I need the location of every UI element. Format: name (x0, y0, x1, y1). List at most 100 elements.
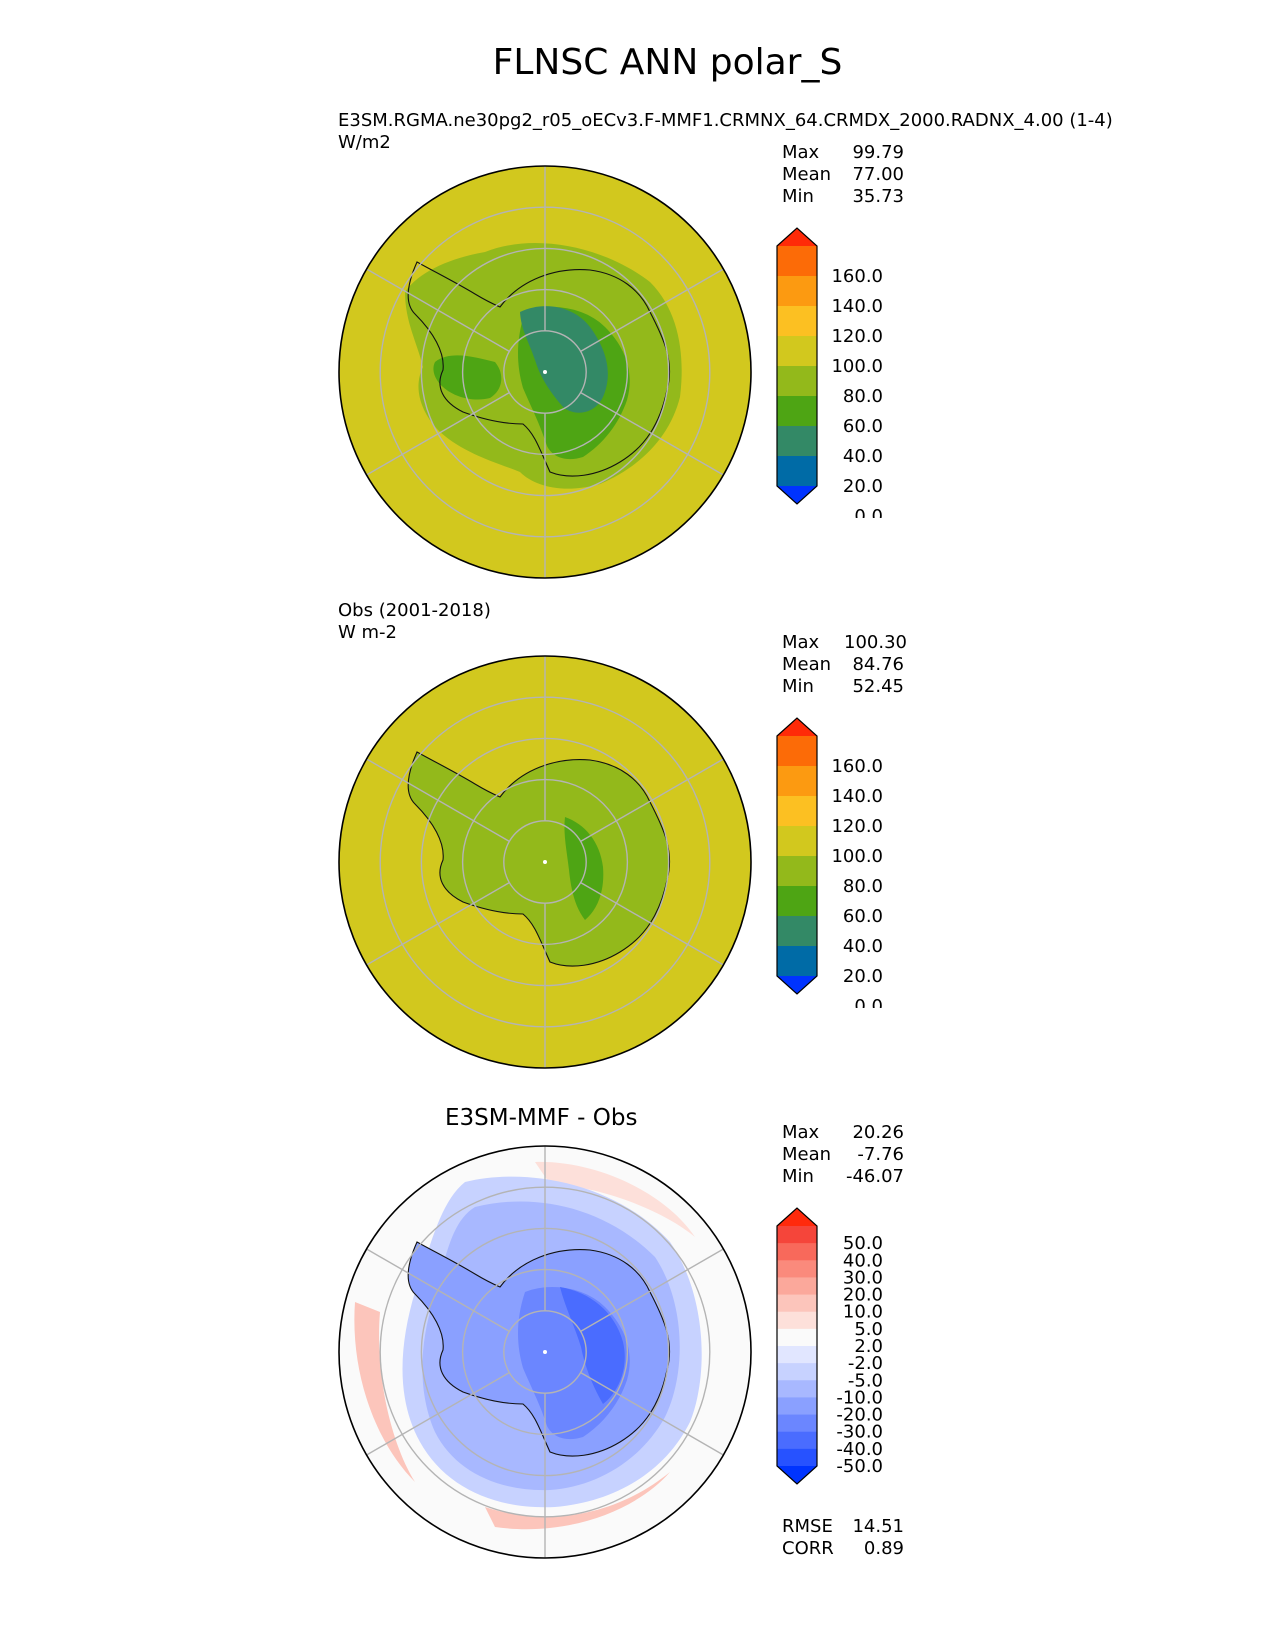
latitude-ring (503, 1310, 587, 1394)
negative-band-40 (560, 1287, 625, 1404)
positive-band-south (485, 1472, 670, 1530)
colorbar-test: 160.0 140.0 120.0 100.0 80.0 60.0 40.0 20.0 0.0 (776, 227, 883, 518)
land-band-40 (520, 306, 608, 413)
colorbar-extend-min (777, 976, 817, 994)
stat-max-label: Max (782, 1122, 820, 1143)
colorbar-obs: 160.0 140.0 120.0 100.0 80.0 60.0 40.0 20.0 0.0 (776, 717, 883, 1008)
colorbar-tick-label: 100.0 (831, 846, 883, 867)
colorbar-tick-label: 140.0 (831, 296, 883, 317)
coastline (407, 261, 671, 477)
colorbar-bin (777, 1363, 817, 1381)
colorbar-tick-label: 2.0 (854, 1336, 883, 1357)
colorbar-tick-label: 80.0 (843, 386, 883, 407)
meridian-line (580, 1248, 724, 1333)
colorbar-bin (777, 796, 817, 827)
coastline (407, 1241, 671, 1457)
colorbar-outline (776, 1207, 818, 1485)
colorbar-bin (777, 736, 817, 767)
colorbar-bin (777, 886, 817, 917)
colorbar-bin (777, 826, 817, 857)
stat-max-label: Max (782, 142, 820, 163)
colorbar-extend-min (777, 486, 817, 504)
colorbar-outline (776, 227, 818, 505)
stat-mean-label: Mean (782, 1144, 832, 1165)
colorbar-bin (777, 336, 817, 367)
meridian-line (580, 758, 724, 843)
meridian-line (366, 758, 510, 843)
positive-band-north (535, 1161, 695, 1237)
colorbar-bin (777, 1414, 817, 1433)
colorbar-bin (777, 1431, 817, 1450)
colorbar-bin (777, 916, 817, 947)
panel1-title: E3SM.RGMA.ne30pg2_r05_oECv3.F-MMF1.CRMNX… (338, 110, 1113, 131)
page-title: FLNSC ANN polar_S (492, 42, 843, 83)
meridian-line (366, 881, 510, 966)
colorbar-bin (777, 1311, 817, 1330)
land-band-60-west (433, 355, 502, 400)
colorbar-bin (777, 456, 817, 487)
polar-map-test (338, 165, 752, 579)
colorbar-tick-label: -50.0 (836, 1456, 883, 1477)
coastline (407, 751, 671, 967)
meridian-line (366, 1371, 510, 1456)
stat-min-value: -46.07 (845, 1166, 904, 1187)
stat-rmse-label: RMSE (782, 1516, 833, 1537)
colorbar-tick-label: 100.0 (831, 356, 883, 377)
colorbar-tick-label: 20.0 (843, 1285, 883, 1306)
colorbar-tick-label: 160.0 (831, 266, 883, 287)
meridian-line (580, 881, 724, 966)
colorbar-bin (777, 1448, 817, 1467)
colorbar-bin (777, 1243, 817, 1261)
colorbar-extend-min (777, 1466, 817, 1484)
colorbar-tick-label: 60.0 (843, 906, 883, 927)
colorbar-tick-label: 0.0 (854, 506, 883, 518)
pole-marker (543, 1350, 547, 1354)
stat-max-value: 100.30 (844, 632, 907, 653)
colorbar-tick-label: -5.0 (848, 1370, 883, 1391)
colorbar-bin (777, 396, 817, 427)
colorbar-bin (777, 426, 817, 457)
meridian-line (580, 268, 724, 353)
colorbar-tick-label: 60.0 (843, 416, 883, 437)
panel2-stats: Max 100.30 Mean 84.76 Min 52.45 (782, 632, 907, 698)
colorbar-tick-label: 30.0 (843, 1267, 883, 1288)
stat-mean-label: Mean (782, 164, 832, 185)
map-boundary (338, 1145, 752, 1559)
colorbar-bin (777, 1226, 817, 1244)
colorbar-bin (777, 1346, 817, 1364)
colorbar-extend-max (777, 228, 817, 246)
meridian-line (366, 391, 510, 476)
colorbar-tick-label: 160.0 (831, 756, 883, 777)
colorbar-bin (777, 276, 817, 307)
colorbar-tick-label: 0.0 (854, 996, 883, 1008)
stat-min-value: 35.73 (852, 186, 904, 207)
colorbar-tick-label: 5.0 (854, 1319, 883, 1340)
colorbar-bin (777, 1294, 817, 1313)
polar-map-diff (338, 1145, 752, 1559)
colorbar-tick-label: -2.0 (848, 1353, 883, 1374)
panel2-units: W m-2 (338, 622, 398, 643)
colorbar-bin (777, 366, 817, 397)
colorbar-tick-label: 120.0 (831, 816, 883, 837)
colorbar-bin (777, 856, 817, 887)
panel3-extra-stats: RMSE 14.51 CORR 0.89 (782, 1516, 904, 1560)
pole-marker (543, 370, 547, 374)
colorbar-tick-label: 50.0 (843, 1233, 883, 1254)
meridian-line (366, 268, 510, 353)
colorbar-outline (776, 717, 818, 995)
positive-band-west (354, 1302, 415, 1482)
colorbar-tick-label: 40.0 (843, 1250, 883, 1271)
panel1-units: W/m2 (338, 132, 391, 153)
map-boundary (338, 165, 752, 579)
colorbar-extend-max (777, 1208, 817, 1226)
colorbar-bin (777, 246, 817, 277)
colorbar-tick-label: 120.0 (831, 326, 883, 347)
colorbar-bin (777, 1260, 817, 1278)
panel3-title: E3SM-MMF - Obs (445, 1105, 638, 1131)
meridian-line (580, 1371, 724, 1456)
stat-rmse-value: 14.51 (852, 1516, 904, 1537)
colorbar-bin (777, 1397, 817, 1416)
meridian-line (366, 1248, 510, 1333)
stat-corr-value: 0.89 (863, 1538, 904, 1559)
colorbar-bin (777, 1380, 817, 1398)
